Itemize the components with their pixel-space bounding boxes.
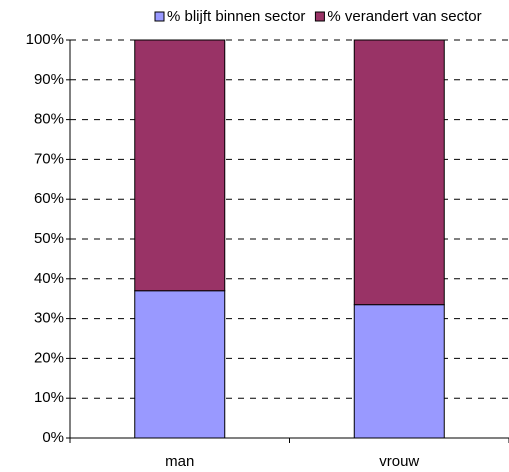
x-tick-label: man <box>165 453 194 470</box>
y-tick-label: 40% <box>34 270 64 287</box>
bar-segment <box>134 39 226 292</box>
y-tick-label: 90% <box>34 71 64 88</box>
y-tick-label: 10% <box>34 389 64 406</box>
y-tick-label: 50% <box>34 230 64 247</box>
bar-segment <box>353 304 445 439</box>
bar-segment <box>134 290 226 439</box>
y-tick-label: 60% <box>34 190 64 207</box>
y-tick-label: 70% <box>34 150 64 167</box>
x-tick-label: vrouw <box>379 453 419 470</box>
y-tick-label: 30% <box>34 310 64 327</box>
y-tick-label: 0% <box>42 429 64 446</box>
legend-label: % blijft binnen sector <box>167 8 305 25</box>
y-tick-label: 100% <box>26 31 64 48</box>
legend-label: % verandert van sector <box>327 8 481 25</box>
bar-segment <box>353 39 445 306</box>
y-tick-label: 20% <box>34 349 64 366</box>
legend-swatch <box>314 11 325 22</box>
y-tick-label: 80% <box>34 111 64 128</box>
legend-swatch <box>154 11 165 22</box>
